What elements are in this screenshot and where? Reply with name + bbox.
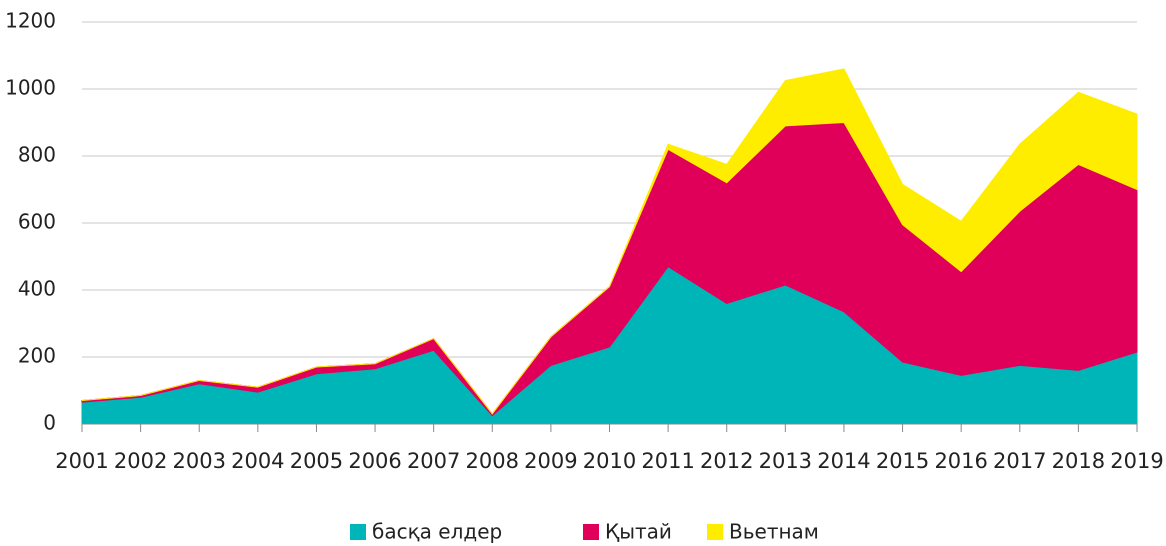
- x-tick-label: 2004: [231, 449, 284, 473]
- y-tick-label: 200: [18, 344, 56, 368]
- x-tick-label: 2005: [290, 449, 343, 473]
- x-tick-label: 2017: [993, 449, 1046, 473]
- y-tick-label: 400: [18, 277, 56, 301]
- x-tick-label: 2015: [876, 449, 929, 473]
- x-tick-label: 2009: [524, 449, 577, 473]
- legend-label: Қытай: [605, 520, 672, 544]
- x-tick-label: 2006: [348, 449, 401, 473]
- y-tick-label: 1000: [5, 76, 56, 100]
- y-tick-label: 600: [18, 210, 56, 234]
- x-tick-label: 2011: [641, 449, 694, 473]
- y-tick-label: 1200: [5, 9, 56, 33]
- x-tick-label: 2012: [700, 449, 753, 473]
- x-tick-label: 2001: [55, 449, 108, 473]
- x-tick-label: 2003: [172, 449, 225, 473]
- legend-swatch: [707, 524, 723, 540]
- legend-label: Вьетнам: [729, 520, 819, 544]
- x-tick-label: 2013: [759, 449, 812, 473]
- x-tick-label: 2002: [114, 449, 167, 473]
- x-tick-label: 2007: [407, 449, 460, 473]
- x-tick-label: 2019: [1110, 449, 1163, 473]
- y-tick-label: 800: [18, 143, 56, 167]
- x-tick-label: 2016: [934, 449, 987, 473]
- x-tick-label: 2014: [817, 449, 870, 473]
- legend-swatch: [350, 524, 366, 540]
- legend-swatch: [583, 524, 599, 540]
- legend-label: басқа елдер: [372, 520, 502, 544]
- x-tick-label: 2010: [583, 449, 636, 473]
- x-tick-label: 2018: [1052, 449, 1105, 473]
- area: [81, 68, 1138, 415]
- y-tick-label: 0: [43, 411, 56, 435]
- x-tick-label: 2008: [466, 449, 519, 473]
